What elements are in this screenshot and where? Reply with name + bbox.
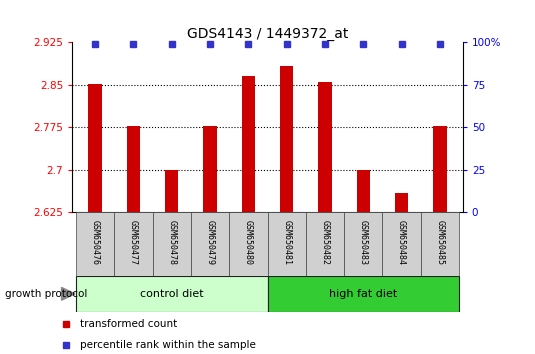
- Bar: [76, 212, 114, 276]
- Bar: [268, 212, 306, 276]
- Bar: [433, 126, 447, 212]
- Bar: [114, 212, 152, 276]
- Bar: [395, 193, 408, 212]
- Bar: [88, 84, 102, 212]
- Bar: [280, 66, 293, 212]
- Text: GSM650483: GSM650483: [359, 221, 368, 266]
- Text: GSM650476: GSM650476: [91, 221, 100, 266]
- Text: GSM650485: GSM650485: [435, 221, 444, 266]
- Bar: [344, 212, 383, 276]
- Bar: [152, 212, 191, 276]
- Bar: [76, 276, 268, 312]
- Text: control diet: control diet: [140, 289, 204, 299]
- Bar: [421, 212, 459, 276]
- Text: GSM650477: GSM650477: [129, 221, 138, 266]
- Bar: [268, 276, 459, 312]
- Title: GDS4143 / 1449372_at: GDS4143 / 1449372_at: [187, 28, 348, 41]
- Bar: [318, 81, 332, 212]
- Text: GSM650481: GSM650481: [282, 221, 291, 266]
- Text: GSM650479: GSM650479: [205, 221, 215, 266]
- Text: transformed count: transformed count: [80, 319, 177, 330]
- Bar: [229, 212, 268, 276]
- Polygon shape: [62, 287, 75, 300]
- Bar: [191, 212, 229, 276]
- Bar: [356, 170, 370, 212]
- Text: high fat diet: high fat diet: [329, 289, 398, 299]
- Text: GSM650482: GSM650482: [320, 221, 330, 266]
- Text: growth protocol: growth protocol: [5, 289, 88, 299]
- Bar: [306, 212, 344, 276]
- Text: GSM650480: GSM650480: [244, 221, 253, 266]
- Bar: [165, 170, 179, 212]
- Bar: [127, 126, 140, 212]
- Bar: [242, 76, 255, 212]
- Text: GSM650478: GSM650478: [167, 221, 176, 266]
- Text: percentile rank within the sample: percentile rank within the sample: [80, 339, 256, 350]
- Text: GSM650484: GSM650484: [397, 221, 406, 266]
- Bar: [383, 212, 421, 276]
- Bar: [203, 126, 217, 212]
